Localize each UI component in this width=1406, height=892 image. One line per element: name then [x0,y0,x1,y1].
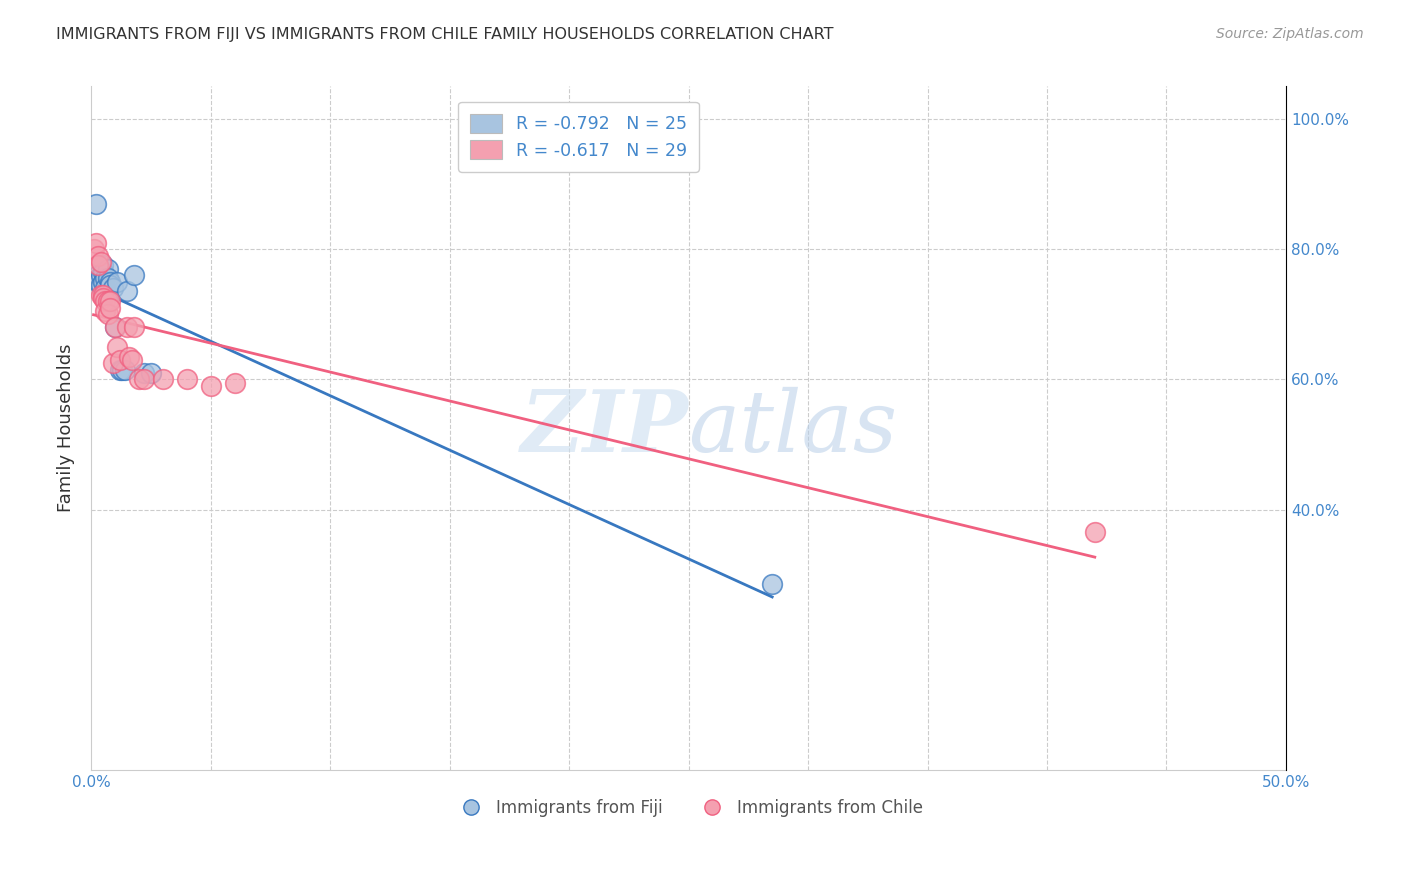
Point [200,379,222,393]
Y-axis label: Family Households: Family Households [58,344,75,512]
Point [114,362,136,376]
Point [111,362,134,376]
Point [132,366,155,380]
Point [101,356,124,370]
Point [122,268,145,282]
Point [91,265,114,279]
Point [108,352,131,367]
Point [90,268,112,282]
Point [176,372,198,386]
Point [224,376,246,390]
Point [1084,525,1107,540]
Point [94,294,117,309]
Point [87,268,110,282]
Point [94,304,117,318]
Point [761,577,783,591]
Point [101,281,124,295]
Point [115,320,138,334]
Point [84,235,107,250]
Point [87,259,110,273]
Point [97,261,120,276]
Point [107,340,129,354]
Point [104,320,127,334]
Point [107,275,129,289]
Point [122,320,145,334]
Point [152,372,174,386]
Point [91,275,114,289]
Point [91,291,114,305]
Legend: Immigrants from Fiji, Immigrants from Chile: Immigrants from Fiji, Immigrants from Ch… [447,792,929,823]
Point [90,277,112,292]
Text: IMMIGRANTS FROM FIJI VS IMMIGRANTS FROM CHILE FAMILY HOUSEHOLDS CORRELATION CHAR: IMMIGRANTS FROM FIJI VS IMMIGRANTS FROM … [56,27,834,42]
Point [128,372,150,386]
Point [98,275,121,289]
Text: ZIP: ZIP [520,386,689,470]
Point [84,196,107,211]
Point [121,352,143,367]
Point [108,362,131,376]
Point [98,294,121,309]
Point [83,242,105,256]
Point [87,249,110,263]
Point [98,277,121,292]
Point [98,301,121,315]
Point [132,372,155,386]
Point [91,259,114,273]
Point [97,307,120,321]
Point [104,320,127,334]
Point [91,287,114,301]
Point [90,287,112,301]
Point [115,285,138,299]
Point [94,281,117,295]
Point [118,350,141,364]
Point [87,275,110,289]
Point [97,271,120,285]
Point [97,294,120,309]
Point [94,271,117,285]
Text: Source: ZipAtlas.com: Source: ZipAtlas.com [1216,27,1364,41]
Point [90,255,112,269]
Point [139,366,162,380]
Text: atlas: atlas [689,387,897,469]
